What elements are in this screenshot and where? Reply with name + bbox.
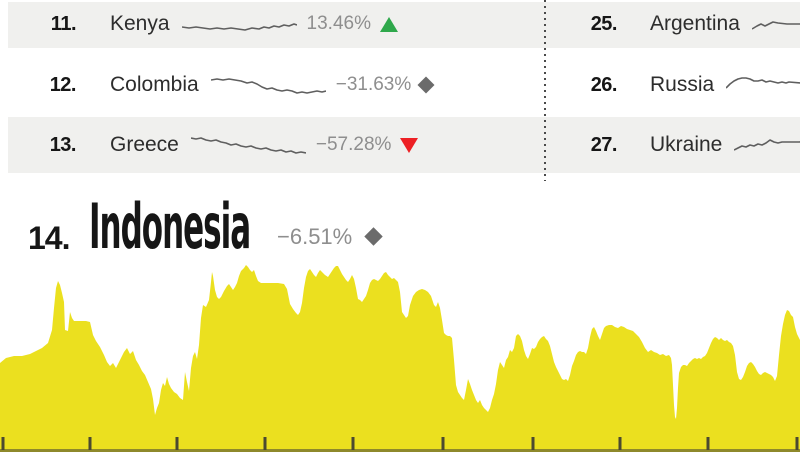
axis-tick bbox=[351, 437, 355, 450]
axis-tick bbox=[263, 437, 267, 450]
rank-number: 12. bbox=[49, 73, 77, 96]
list-item-greece: 13. Greece −57.28% bbox=[0, 120, 545, 170]
percent-change: −57.28% bbox=[315, 134, 392, 155]
percent-change: 13.46% bbox=[306, 13, 371, 34]
axis-tick bbox=[706, 437, 710, 450]
axis-tick bbox=[175, 437, 179, 450]
axis-tick bbox=[441, 437, 445, 450]
featured-rank: 14. bbox=[28, 220, 70, 256]
country-name: Kenya bbox=[110, 12, 170, 35]
axis-tick bbox=[88, 437, 92, 450]
country-name: Greece bbox=[110, 133, 179, 156]
sparkline bbox=[726, 77, 800, 89]
sparkline-path bbox=[726, 77, 800, 89]
country-name: Russia bbox=[650, 73, 715, 96]
sparkline-path bbox=[734, 139, 800, 151]
rank-number: 26. bbox=[590, 73, 618, 96]
list-item-argentina: 25. Argentina bbox=[558, 0, 800, 49]
percent-change: −31.63% bbox=[335, 74, 412, 95]
list-item-kenya: 11. Kenya 13.46% bbox=[0, 0, 545, 49]
axis-tick bbox=[795, 437, 799, 450]
country-name: Argentina bbox=[650, 12, 740, 35]
rank-number: 13. bbox=[49, 133, 77, 156]
sparkline-path bbox=[751, 21, 800, 30]
rank-number: 25. bbox=[590, 12, 618, 35]
sparkline bbox=[751, 21, 800, 30]
sparkline bbox=[181, 23, 297, 31]
sparkline bbox=[734, 139, 800, 151]
axis-tick bbox=[1, 437, 5, 450]
trend-flat-icon bbox=[364, 227, 383, 246]
country-name: Ukraine bbox=[650, 133, 723, 156]
dotted-column-divider bbox=[544, 0, 546, 181]
sparkline-path bbox=[190, 137, 306, 154]
country-name: Colombia bbox=[110, 73, 199, 96]
rank-number: 11. bbox=[50, 12, 77, 35]
sparkline-path bbox=[181, 23, 297, 31]
featured-country-name: Indonesia bbox=[89, 190, 251, 263]
area-series-fill bbox=[0, 265, 800, 452]
axis-tick bbox=[618, 437, 622, 450]
row-stripe-top bbox=[8, 2, 800, 48]
sparkline bbox=[190, 137, 306, 154]
featured-percent-change: −6.51% bbox=[277, 224, 353, 249]
sparkline bbox=[210, 78, 326, 94]
indonesia-area-chart bbox=[0, 265, 800, 452]
sparkline-path bbox=[210, 78, 326, 94]
trend-down-icon bbox=[400, 137, 419, 153]
list-item-ukraine: 27. Ukraine bbox=[558, 120, 800, 170]
list-item-colombia: 12. Colombia −31.63% bbox=[0, 60, 545, 110]
chart-baseline-strip bbox=[0, 449, 800, 452]
axis-tick bbox=[531, 437, 535, 450]
rank-number: 27. bbox=[590, 133, 618, 156]
trend-flat-icon bbox=[417, 76, 435, 94]
trend-up-icon bbox=[380, 16, 398, 32]
list-item-russia: 26. Russia bbox=[558, 60, 800, 110]
